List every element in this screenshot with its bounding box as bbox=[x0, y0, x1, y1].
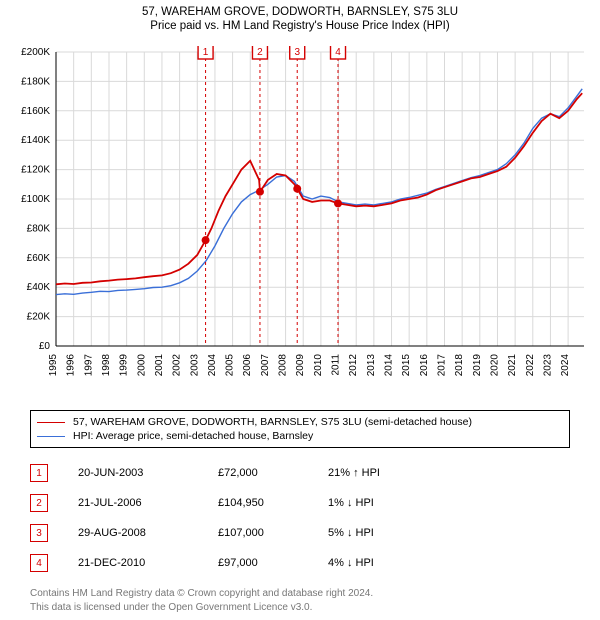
transaction-price: £72,000 bbox=[218, 467, 328, 479]
legend-row-hpi: HPI: Average price, semi-detached house,… bbox=[37, 429, 563, 443]
transaction-row-marker: 4 bbox=[30, 554, 48, 572]
transaction-marker-number: 4 bbox=[335, 47, 341, 58]
x-tick-label: 2024 bbox=[560, 354, 571, 377]
x-tick-label: 2008 bbox=[278, 354, 289, 377]
x-tick-label: 2004 bbox=[207, 354, 218, 377]
x-tick-label: 2017 bbox=[436, 354, 447, 377]
y-tick-label: £140K bbox=[21, 135, 50, 146]
transaction-row: 1 20-JUN-2003£72,00021% ↑ HPI bbox=[30, 458, 570, 488]
y-tick-label: £180K bbox=[21, 76, 50, 87]
x-tick-label: 2019 bbox=[472, 354, 483, 377]
x-tick-label: 2010 bbox=[313, 354, 324, 377]
transaction-row: 2 21-JUL-2006£104,9501% ↓ HPI bbox=[30, 488, 570, 518]
series-hpi bbox=[56, 89, 582, 295]
x-tick-label: 2005 bbox=[225, 354, 236, 377]
transaction-hpi-diff: 21% ↑ HPI bbox=[328, 467, 458, 479]
y-tick-label: £200K bbox=[21, 47, 50, 58]
x-tick-label: 2011 bbox=[331, 354, 342, 376]
y-tick-label: £40K bbox=[27, 282, 51, 293]
transaction-date: 20-JUN-2003 bbox=[78, 467, 218, 479]
transaction-dot bbox=[334, 199, 342, 207]
footer-line-2: This data is licensed under the Open Gov… bbox=[30, 601, 373, 615]
legend-box: 57, WAREHAM GROVE, DODWORTH, BARNSLEY, S… bbox=[30, 410, 570, 448]
transaction-price: £104,950 bbox=[218, 497, 328, 509]
chart-subtitle: Price paid vs. HM Land Registry's House … bbox=[0, 20, 600, 32]
transaction-row: 3 29-AUG-2008£107,0005% ↓ HPI bbox=[30, 518, 570, 548]
transaction-date: 21-JUL-2006 bbox=[78, 497, 218, 509]
x-tick-label: 1997 bbox=[83, 354, 94, 377]
x-tick-label: 2020 bbox=[489, 354, 500, 377]
y-tick-label: £160K bbox=[21, 106, 50, 117]
x-tick-label: 2013 bbox=[366, 354, 377, 377]
transaction-hpi-diff: 4% ↓ HPI bbox=[328, 557, 458, 569]
legend-label: HPI: Average price, semi-detached house,… bbox=[73, 430, 313, 442]
y-tick-label: £80K bbox=[27, 223, 51, 234]
x-tick-label: 2003 bbox=[189, 354, 200, 377]
x-tick-label: 2012 bbox=[348, 354, 359, 377]
figure-root: 57, WAREHAM GROVE, DODWORTH, BARNSLEY, S… bbox=[0, 0, 600, 620]
legend-swatch bbox=[37, 422, 65, 423]
y-tick-label: £60K bbox=[27, 253, 51, 264]
transaction-marker-number: 1 bbox=[203, 47, 209, 58]
y-tick-label: £100K bbox=[21, 194, 50, 205]
transaction-marker-number: 3 bbox=[294, 47, 300, 58]
x-tick-label: 2007 bbox=[260, 354, 271, 377]
transactions-table: 1 20-JUN-2003£72,00021% ↑ HPI 2 21-JUL-2006… bbox=[30, 458, 570, 578]
x-tick-label: 2002 bbox=[172, 354, 183, 377]
transaction-hpi-diff: 1% ↓ HPI bbox=[328, 497, 458, 509]
chart-title-address: 57, WAREHAM GROVE, DODWORTH, BARNSLEY, S… bbox=[0, 6, 600, 18]
x-tick-label: 2015 bbox=[401, 354, 412, 377]
x-tick-label: 2000 bbox=[136, 354, 147, 377]
transaction-row-marker: 2 bbox=[30, 494, 48, 512]
transaction-date: 29-AUG-2008 bbox=[78, 527, 218, 539]
legend-label: 57, WAREHAM GROVE, DODWORTH, BARNSLEY, S… bbox=[73, 416, 472, 428]
x-tick-label: 2023 bbox=[542, 354, 553, 377]
x-tick-label: 2001 bbox=[154, 354, 165, 377]
x-tick-label: 1995 bbox=[48, 354, 59, 377]
x-tick-label: 2014 bbox=[384, 354, 395, 377]
legend-row-property: 57, WAREHAM GROVE, DODWORTH, BARNSLEY, S… bbox=[37, 415, 563, 429]
x-tick-label: 2021 bbox=[507, 354, 518, 377]
transaction-marker-number: 2 bbox=[257, 47, 263, 58]
x-tick-label: 1999 bbox=[119, 354, 130, 377]
transaction-row-marker: 3 bbox=[30, 524, 48, 542]
transaction-dot bbox=[293, 185, 301, 193]
transaction-hpi-diff: 5% ↓ HPI bbox=[328, 527, 458, 539]
title-block: 57, WAREHAM GROVE, DODWORTH, BARNSLEY, S… bbox=[0, 0, 600, 32]
chart-svg: £0 £20K £40K £60K £80K £100K £120K £140K £160K £1… bbox=[8, 46, 592, 396]
footer-attribution: Contains HM Land Registry data © Crown c… bbox=[30, 587, 373, 614]
y-tick-label: £0 bbox=[39, 341, 51, 352]
x-tick-label: 2006 bbox=[242, 354, 253, 377]
x-tick-label: 2016 bbox=[419, 354, 430, 377]
x-tick-label: 2009 bbox=[295, 354, 306, 377]
transaction-price: £97,000 bbox=[218, 557, 328, 569]
transaction-date: 21-DEC-2010 bbox=[78, 557, 218, 569]
x-tick-label: 1996 bbox=[66, 354, 77, 377]
footer-line-1: Contains HM Land Registry data © Crown c… bbox=[30, 587, 373, 601]
series-property bbox=[56, 93, 582, 284]
transaction-dot bbox=[202, 236, 210, 244]
x-tick-label: 2022 bbox=[525, 354, 536, 377]
y-tick-label: £20K bbox=[27, 312, 51, 323]
transaction-row-marker: 1 bbox=[30, 464, 48, 482]
x-tick-label: 1998 bbox=[101, 354, 112, 377]
transaction-price: £107,000 bbox=[218, 527, 328, 539]
legend-swatch bbox=[37, 436, 65, 437]
transaction-dot bbox=[256, 188, 264, 196]
y-tick-label: £120K bbox=[21, 165, 50, 176]
chart-area: £0 £20K £40K £60K £80K £100K £120K £140K £160K £1… bbox=[8, 46, 592, 396]
x-tick-label: 2018 bbox=[454, 354, 465, 377]
transaction-row: 4 21-DEC-2010£97,0004% ↓ HPI bbox=[30, 548, 570, 578]
